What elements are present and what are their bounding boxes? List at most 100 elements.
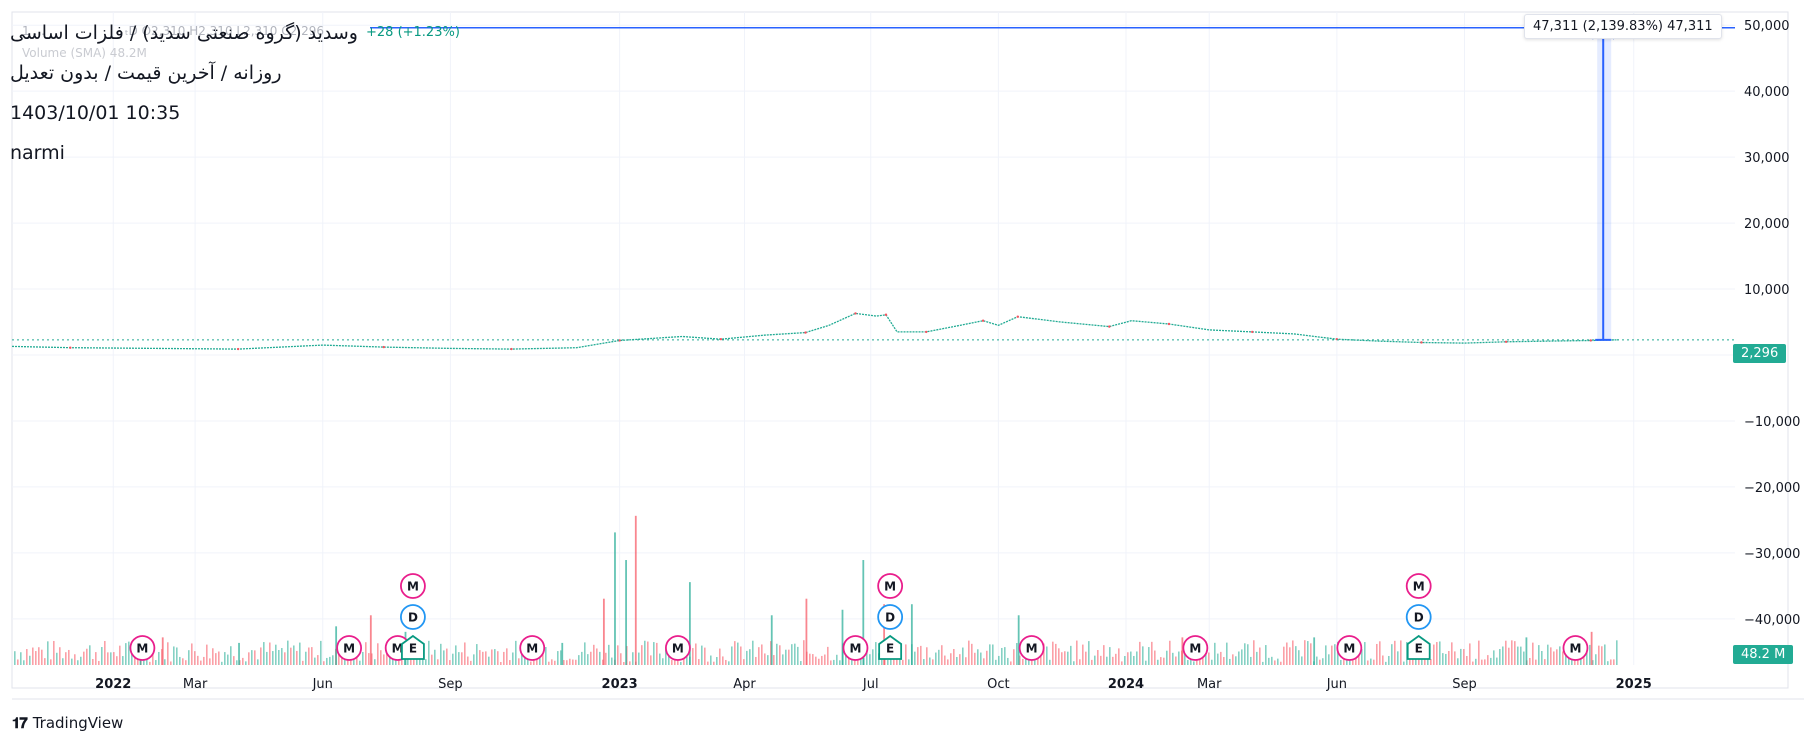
volume-bar	[1286, 642, 1288, 665]
volume-bar	[269, 642, 271, 665]
price-series	[11, 312, 1735, 351]
volume-bar	[374, 659, 376, 665]
volume-bar	[908, 659, 910, 665]
event-letter: M	[1343, 642, 1355, 656]
volume-bar	[1334, 644, 1336, 665]
volume-bar	[1466, 656, 1468, 665]
volume-bar	[1118, 648, 1120, 665]
volume-bar	[830, 660, 832, 665]
volume-bar	[1595, 654, 1597, 665]
volume-bar	[599, 651, 601, 665]
volume-bar	[1525, 637, 1528, 665]
volume-bar	[605, 652, 607, 665]
volume-bar	[92, 659, 94, 665]
volume-bar	[86, 648, 88, 665]
volume-bar	[845, 653, 847, 665]
measure-tool[interactable]	[370, 26, 1735, 341]
volume-bar	[293, 645, 295, 665]
event-marker-m[interactable]: M	[1562, 635, 1589, 661]
volume-bar	[422, 655, 424, 665]
volume-bar	[1079, 659, 1081, 665]
volume-bar	[893, 656, 895, 665]
volume-bar	[1157, 659, 1159, 665]
volume-bar	[1541, 651, 1543, 665]
volume-bar	[14, 651, 16, 665]
volume-bar	[284, 652, 286, 665]
volume-bar	[734, 641, 736, 665]
event-circle	[400, 604, 426, 630]
volume-bar	[389, 656, 391, 665]
event-marker-m[interactable]: M	[1018, 635, 1045, 661]
volume-bar	[509, 660, 511, 665]
event-marker-e[interactable]: E	[1406, 634, 1431, 660]
volume-bar	[617, 645, 619, 665]
event-marker-d[interactable]: D	[400, 604, 426, 630]
volume-bar	[1145, 660, 1147, 665]
event-marker-m[interactable]: M	[336, 635, 363, 661]
volume-bar	[1013, 649, 1015, 665]
tradingview-logo[interactable]: 𝟏𝟕 TradingView	[12, 714, 123, 732]
event-marker-d[interactable]: D	[877, 604, 904, 630]
event-marker-e[interactable]: E	[878, 634, 903, 660]
event-circle	[336, 635, 363, 661]
event-marker-m[interactable]: M	[1336, 635, 1363, 661]
volume-bar	[743, 659, 745, 665]
volume-bar	[740, 646, 742, 665]
volume-bar	[440, 643, 442, 665]
volume-bar	[704, 647, 706, 665]
volume-bar	[473, 654, 475, 665]
volume-bar	[1133, 655, 1135, 665]
username: narmi	[10, 142, 65, 164]
volume-bar	[1160, 657, 1162, 665]
volume-bar	[1016, 643, 1018, 665]
volume-bar	[950, 653, 952, 665]
price-point	[1504, 340, 1508, 343]
event-marker-m[interactable]: M	[1405, 573, 1432, 599]
volume-bar	[914, 651, 916, 665]
volume-bar	[1001, 647, 1003, 665]
volume-bar	[1127, 652, 1129, 665]
volume-bar	[1553, 651, 1555, 665]
earnings-shape	[401, 634, 425, 660]
volume-bar	[1085, 651, 1087, 665]
event-marker-m[interactable]: M	[129, 635, 156, 661]
x-tick-label: Jun	[1326, 677, 1347, 692]
event-marker-m[interactable]: M	[1182, 635, 1209, 661]
volume-bar	[805, 598, 808, 665]
volume-bar	[251, 650, 253, 665]
event-marker-e[interactable]: E	[401, 634, 425, 660]
volume-bar	[368, 653, 370, 665]
volume-bar	[149, 661, 151, 665]
volume-bar	[305, 651, 307, 665]
event-circle	[877, 573, 904, 599]
volume-bar	[641, 645, 643, 665]
volume-bar	[1364, 642, 1366, 665]
volume-bar	[1394, 640, 1396, 665]
volume-bar	[1559, 646, 1561, 665]
event-marker-m[interactable]: M	[519, 635, 546, 661]
event-marker-m[interactable]: M	[400, 573, 426, 599]
volume-bar	[866, 646, 868, 665]
volume-bar	[1265, 645, 1267, 665]
x-tick-label: Jun	[312, 677, 333, 692]
volume-bar	[650, 655, 652, 665]
volume-bar	[125, 643, 127, 665]
event-marker-m[interactable]: M	[664, 635, 691, 661]
event-marker-m[interactable]: M	[877, 573, 904, 599]
volume-bar	[1262, 661, 1264, 665]
volume-bar	[74, 654, 76, 665]
volume-bar	[23, 660, 25, 665]
volume-bar	[83, 651, 85, 665]
volume-bar	[707, 661, 709, 665]
volume-bar	[161, 637, 164, 665]
volume-bar	[998, 655, 1000, 665]
volume-bar	[311, 647, 313, 665]
event-marker-m[interactable]: M	[842, 635, 869, 661]
event-marker-d[interactable]: D	[1405, 604, 1432, 630]
volume-bar	[1517, 646, 1519, 665]
price-point	[1167, 322, 1171, 326]
volume-bar	[335, 626, 338, 665]
volume-bar	[1547, 644, 1549, 665]
